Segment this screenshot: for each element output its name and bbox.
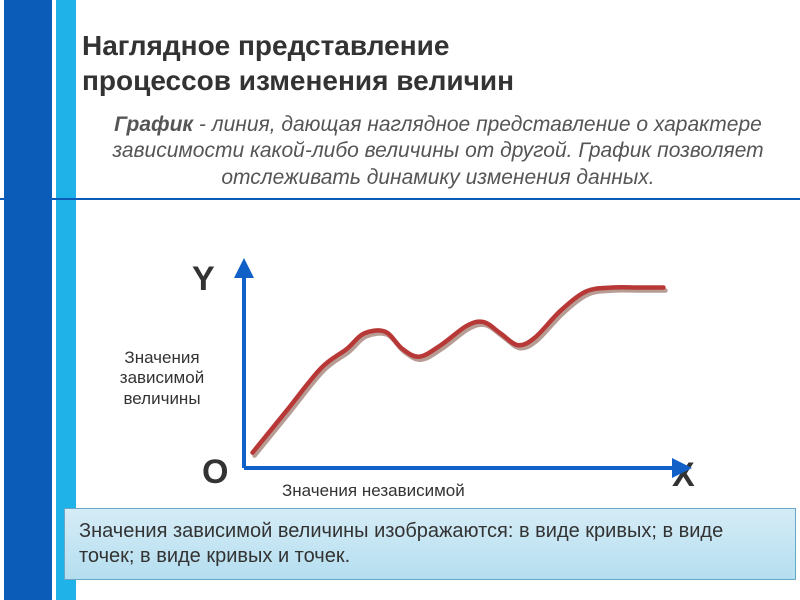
description-term: График [114, 113, 193, 136]
page-title: Наглядное представление процессов измене… [82, 28, 794, 98]
origin-letter: O [202, 453, 228, 492]
chart-area: Y Значения зависимой величины O Значения… [82, 268, 794, 498]
sidebar-stripe-dark [4, 0, 52, 600]
footer-text: Значения зависимой величины изображаются… [79, 520, 723, 567]
footer-note: Значения зависимой величины изображаются… [64, 508, 796, 580]
horizontal-rule [0, 198, 800, 200]
description-text: - линия, дающая наглядное представление … [112, 113, 763, 189]
title-line-1: Наглядное представление [82, 30, 449, 61]
content: Наглядное представление процессов измене… [82, 0, 794, 600]
axis-x-label: Значения независимой [282, 481, 465, 501]
axis-y-label: Значения зависимой величины [102, 348, 222, 409]
chart-svg [232, 258, 692, 483]
axis-y-letter: Y [192, 260, 215, 299]
title-line-2: процессов изменения величин [82, 65, 514, 96]
description: График - линия, дающая наглядное предста… [82, 112, 794, 191]
